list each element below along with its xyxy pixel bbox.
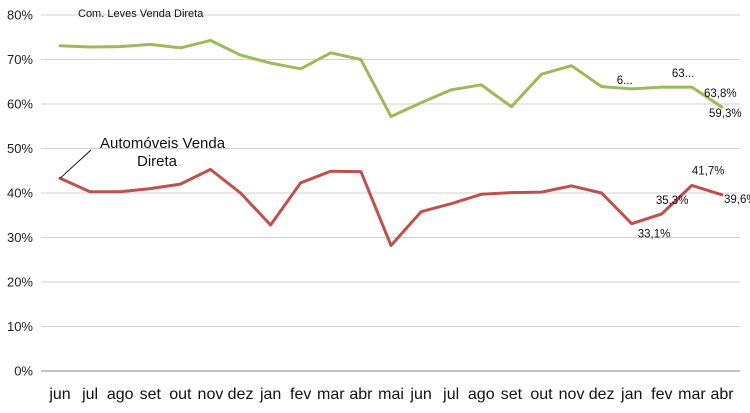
data-labels: 6... 63... 63,8% 59,3% 33,1% 35,3% 41,7% 39,6% — [617, 68, 750, 241]
data-label: 39,6% — [724, 194, 750, 206]
x-tick-label: mar — [317, 386, 345, 403]
x-tick-label: dez — [589, 386, 615, 403]
x-tick-label: ago — [468, 386, 495, 403]
series-lines — [58, 38, 724, 247]
y-tick-label: 30% — [7, 230, 33, 245]
y-tick-label: 50% — [7, 141, 33, 156]
x-tick-label: jul — [442, 386, 459, 403]
x-tick-label: set — [501, 386, 523, 403]
x-tick-label: ago — [107, 386, 134, 403]
x-tick-label: out — [530, 386, 553, 403]
x-tick-label: fev — [290, 386, 311, 403]
series-label-leader-line — [59, 149, 92, 179]
x-tick-label: abr — [710, 386, 734, 403]
series-line-1 — [58, 38, 724, 118]
x-tick-label: jul — [81, 386, 98, 403]
x-tick-label: jun — [48, 386, 70, 403]
x-tick-label: fev — [651, 386, 672, 403]
y-tick-label: 10% — [7, 319, 33, 334]
data-label: 63,8% — [704, 88, 737, 100]
x-tick-label: nov — [198, 386, 224, 403]
x-tick-label: out — [169, 386, 192, 403]
data-label: 33,1% — [638, 229, 671, 241]
data-label: 6... — [617, 75, 633, 87]
x-tick-label: nov — [559, 386, 585, 403]
series-label-automoveis-line2: Direta — [137, 153, 178, 170]
x-tick-label: mar — [678, 386, 706, 403]
series-line-2 — [58, 167, 724, 247]
x-tick-label: set — [140, 386, 162, 403]
series-label-automoveis-line1: Automóveis Venda — [100, 135, 226, 152]
data-label: 41,7% — [692, 165, 725, 177]
y-axis-ticks: 0% 10% 20% 30% 40% 50% 60% 70% 80% — [7, 8, 33, 379]
y-tick-label: 20% — [7, 275, 33, 290]
x-tick-label: dez — [228, 386, 254, 403]
data-label: 59,3% — [709, 108, 742, 120]
x-tick-label: jun — [409, 386, 431, 403]
y-tick-label: 70% — [7, 52, 33, 67]
y-tick-label: 0% — [14, 364, 33, 379]
gridlines — [41, 14, 740, 327]
y-tick-label: 40% — [7, 186, 33, 201]
x-tick-label: mai — [378, 386, 404, 403]
x-tick-label: abr — [349, 386, 373, 403]
series-label-com-leves: Com. Leves Venda Direta — [78, 8, 204, 20]
x-tick-label: jan — [259, 386, 281, 403]
x-axis-ticks: jun jul ago set out nov dez jan fev mar abr mai jun j… — [48, 386, 734, 403]
y-tick-label: 80% — [7, 8, 33, 23]
x-tick-label: jan — [620, 386, 642, 403]
y-tick-label: 60% — [7, 97, 33, 112]
data-label: 35,3% — [656, 195, 689, 207]
data-label: 63... — [672, 68, 694, 80]
